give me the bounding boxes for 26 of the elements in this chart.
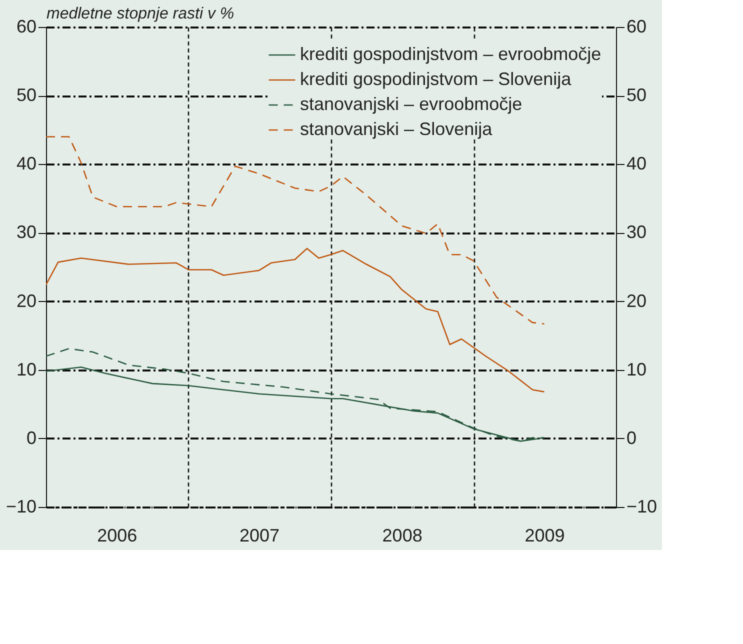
y2-tick-label: 0 xyxy=(626,428,637,448)
y-tick-label: 40 xyxy=(16,154,36,174)
y-tick-label: 50 xyxy=(16,85,36,106)
x-tick-label: 2006 xyxy=(97,526,138,546)
legend-label: krediti gospodinjstvom – evroobmočje xyxy=(300,44,602,64)
y2-tick-label: 50 xyxy=(626,85,647,106)
y2-tick-label: 60 xyxy=(626,16,647,36)
y-tick-label: 30 xyxy=(16,222,36,242)
x-tick-label: 2009 xyxy=(524,526,565,546)
legend-label: stanovanjski – evroobmočje xyxy=(300,94,522,114)
y2-tick-label: 20 xyxy=(626,290,647,311)
legend-label: stanovanjski – Slovenija xyxy=(300,119,494,139)
y2-tick-label: 30 xyxy=(626,222,647,242)
y2-tick-label: −10 xyxy=(626,496,658,516)
y-tick-label: 20 xyxy=(16,290,36,311)
y-tick-label: 60 xyxy=(16,16,36,36)
y2-tick-label: 10 xyxy=(626,359,647,380)
legend-label: krediti gospodinjstvom – Slovenija xyxy=(300,69,572,89)
y-tick-label: 10 xyxy=(16,359,36,380)
y2-tick-label: 40 xyxy=(626,154,647,174)
y-tick-label: −10 xyxy=(6,496,36,516)
x-tick-label: 2007 xyxy=(239,526,280,546)
line-series xyxy=(46,248,545,392)
y-tick-label: 0 xyxy=(26,428,36,448)
y-axis-title: medletne stopnje rasti v % xyxy=(46,6,234,22)
x-tick-label: 2008 xyxy=(382,526,422,546)
